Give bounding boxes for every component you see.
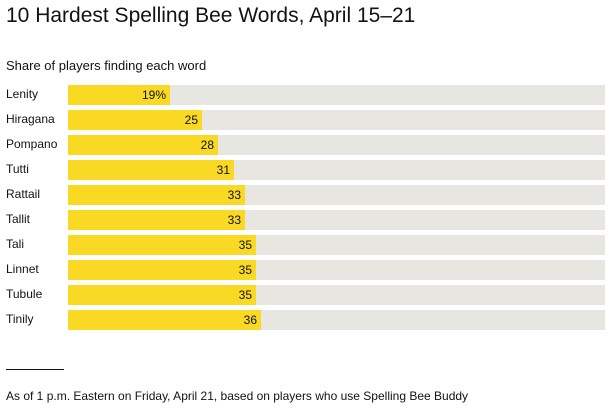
- bar-row: Rattail 33: [0, 182, 614, 207]
- bar-row: Tallit 33: [0, 207, 614, 232]
- category-label: Pompano: [6, 137, 58, 151]
- category-label: Tutti: [6, 162, 29, 176]
- category-label: Hiragana: [6, 112, 55, 126]
- bar-track: 19%: [68, 85, 605, 105]
- bar-track: 35: [68, 235, 605, 255]
- bar: [68, 160, 234, 180]
- category-label: Lenity: [6, 87, 39, 101]
- bar-row: Tutti 31: [0, 157, 614, 182]
- category-label: Tubule: [6, 287, 43, 301]
- bar-value-label: 31: [216, 163, 230, 177]
- bar-value-label: 35: [238, 288, 252, 302]
- chart-title: 10 Hardest Spelling Bee Words, April 15–…: [6, 4, 416, 27]
- bar-track: 33: [68, 210, 605, 230]
- category-label: Tali: [6, 237, 25, 251]
- bar: [68, 85, 170, 105]
- category-label: Tallit: [6, 212, 31, 226]
- category-label: Tinily: [6, 312, 34, 326]
- bar-track: 36: [68, 310, 605, 330]
- bar-value-label: 36: [243, 313, 257, 327]
- source-note: As of 1 p.m. Eastern on Friday, April 21…: [6, 389, 469, 403]
- bar: [68, 310, 261, 330]
- bar-row: Linnet 35: [0, 257, 614, 282]
- bar-row: Tali 35: [0, 232, 614, 257]
- bar: [68, 110, 202, 130]
- bar-track: 35: [68, 285, 605, 305]
- bar-value-label: 33: [227, 188, 241, 202]
- bar: [68, 135, 218, 155]
- bar-row: Tubule 35: [0, 282, 614, 307]
- bar-value-label: 35: [238, 263, 252, 277]
- bar-track: 31: [68, 160, 605, 180]
- bar: [68, 285, 256, 305]
- footnote-divider: [6, 369, 64, 370]
- bar-track: 25: [68, 110, 605, 130]
- bar: [68, 235, 256, 255]
- bar-track: 33: [68, 185, 605, 205]
- category-label: Rattail: [6, 187, 41, 201]
- bar: [68, 260, 256, 280]
- bar-row: Pompano 28: [0, 132, 614, 157]
- bar-value-label: 19%: [141, 88, 166, 102]
- bar-track: 35: [68, 260, 605, 280]
- bar: [68, 185, 245, 205]
- bar-chart: Lenity 19% Hiragana 25 Pompano 28 Tutti 31 Ratta…: [0, 82, 614, 332]
- bar-track: 28: [68, 135, 605, 155]
- bar-value-label: 33: [227, 213, 241, 227]
- bar-value-label: 25: [184, 113, 198, 127]
- bar-row: Lenity 19%: [0, 82, 614, 107]
- bar-value-label: 28: [200, 138, 214, 152]
- bar: [68, 210, 245, 230]
- bar-value-label: 35: [238, 238, 252, 252]
- category-label: Linnet: [6, 262, 39, 276]
- bar-row: Hiragana 25: [0, 107, 614, 132]
- chart-subtitle: Share of players finding each word: [6, 58, 207, 73]
- bar-row: Tinily 36: [0, 307, 614, 332]
